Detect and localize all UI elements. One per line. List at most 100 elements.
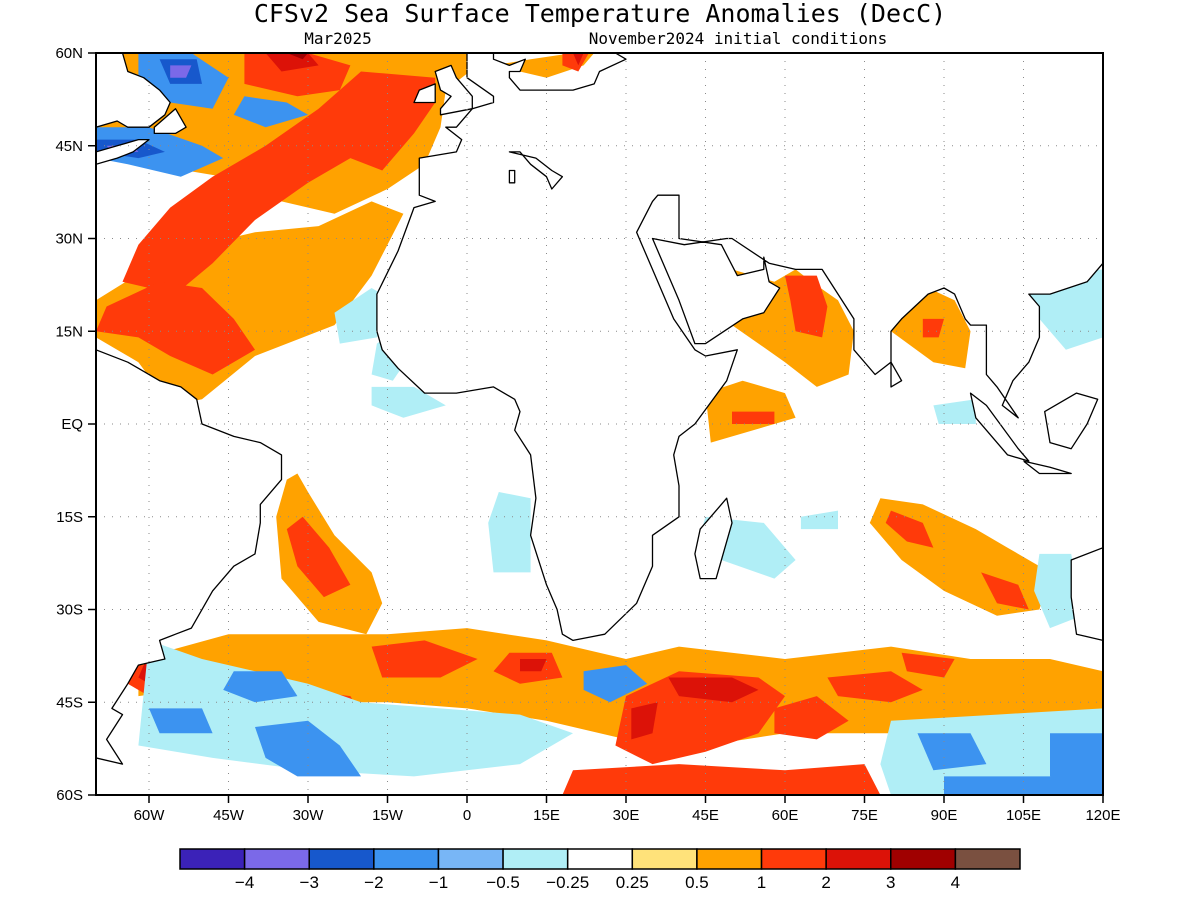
anomaly-region-40: [800, 510, 838, 530]
colorbar-swatch: [825, 848, 892, 870]
anomaly-shading-layer: [96, 53, 1103, 795]
colorbar-swatch: [243, 848, 310, 870]
colorbar-swatch: [631, 848, 698, 870]
colorbar-swatch: [502, 848, 569, 870]
lon-tick-label: 120E: [1085, 807, 1120, 824]
colorbar-label: −2: [364, 873, 383, 892]
map-title: CFSv2 Sea Surface Temperature Anomalies …: [254, 0, 946, 28]
lon-tick-label: 75E: [851, 807, 878, 824]
anomaly-region-57: [562, 764, 881, 795]
colorbar-label: −1: [429, 873, 448, 892]
anomaly-region-44: [371, 640, 478, 678]
colorbar-swatch: [760, 848, 827, 870]
colorbar-swatch: [437, 848, 504, 870]
lon-tick-label: 60W: [134, 807, 166, 824]
coastline-australia: [1070, 547, 1103, 642]
colorbar-label: −0.25: [546, 873, 589, 892]
colorbar-swatch: [954, 848, 1021, 870]
lon-tick-label: 105E: [1006, 807, 1041, 824]
lon-tick-label: 15W: [372, 807, 404, 824]
coastline-java: [1022, 460, 1072, 475]
coastline-borneo: [1044, 392, 1099, 450]
coastline-nova-scotia: [96, 138, 150, 165]
lat-tick-label: 30S: [56, 602, 83, 619]
anomaly-region-61: [149, 708, 213, 734]
lon-tick-label: 60E: [772, 807, 799, 824]
lon-tick-label: 30E: [613, 807, 640, 824]
lon-tick-label: 45W: [213, 807, 245, 824]
coastline-madagascar: [694, 497, 733, 580]
coastline-newfoundland: [153, 108, 187, 135]
anomaly-region-52: [774, 696, 849, 740]
lat-tick-label: 15S: [56, 509, 83, 526]
anomaly-region-63: [880, 708, 1103, 795]
anomaly-region-66: [944, 776, 1103, 795]
anomaly-region-31: [371, 386, 446, 418]
anomaly-region-46: [520, 659, 547, 672]
anomaly-region-5: [265, 53, 319, 72]
valid-month-label: Mar2025: [304, 29, 371, 48]
anomaly-region-16: [573, 53, 584, 66]
coastline-italy: [508, 151, 564, 190]
lat-tick-label: 45N: [55, 138, 83, 155]
anomaly-region-15: [562, 53, 589, 72]
plot-area: 60N 45N 30N 15N EQ 15S 30S 45S 60S 60W 45W 30W 15W 0 1…: [55, 45, 1120, 824]
anomaly-region-50: [668, 677, 759, 703]
land-layer: [96, 53, 1103, 795]
anomaly-region-28: [732, 411, 775, 424]
colorbar-swatch: [373, 848, 440, 870]
colorbar-swatch: [566, 848, 634, 870]
anomaly-region-60: [255, 720, 361, 777]
anomaly-region-6: [286, 53, 308, 60]
anomaly-region-51: [631, 702, 658, 740]
anomaly-region-65: [1050, 733, 1103, 783]
lat-tick-label: 30N: [55, 231, 83, 248]
coastline-sardinia: [508, 169, 516, 184]
coastline-africa-eurasia: [376, 53, 1103, 642]
lat-tick-label: 60S: [56, 787, 83, 804]
anomaly-region-9: [170, 65, 192, 78]
anomaly-region-24: [785, 275, 828, 338]
colorbar-label: 3: [886, 873, 895, 892]
anomaly-region-37: [885, 510, 934, 548]
anomaly-region-53: [827, 671, 923, 703]
lat-tick-label: 15N: [55, 323, 83, 340]
axis-ticks: 60N 45N 30N 15N EQ 15S 30S 45S 60S 60W 45W 30W 15W 0 1…: [55, 45, 1120, 824]
colorbar-swatch: [890, 848, 957, 870]
colorbar-label: −0.5: [486, 873, 520, 892]
anomaly-region-54: [901, 652, 955, 678]
anomaly-region-62: [583, 665, 648, 703]
coastline-sri-lanka: [890, 361, 903, 388]
lon-tick-label: 15E: [533, 807, 560, 824]
colorbar-label: 0.5: [685, 873, 709, 892]
colorbar-swatch: [179, 848, 246, 870]
coastline-america-north: [96, 53, 171, 128]
anomaly-region-4: [244, 53, 351, 97]
colorbar-label: −4: [235, 873, 254, 892]
lon-tick-label: 45E: [692, 807, 719, 824]
anomaly-region-64: [917, 733, 987, 771]
anomaly-region-42: [488, 492, 531, 573]
anomaly-region-59: [223, 671, 298, 703]
lat-tick-label: 60N: [55, 45, 83, 62]
colorbar-swatch: [696, 848, 763, 870]
coastline-ireland: [413, 83, 436, 104]
coastline-america-south: [96, 349, 283, 795]
coastline-uk: [434, 64, 473, 116]
lon-tick-label: 90E: [931, 807, 958, 824]
lat-tick-label: 45S: [56, 694, 83, 711]
anomaly-region-26: [922, 318, 944, 338]
anomaly-region-13: [233, 96, 308, 128]
lat-tick-label: EQ: [61, 416, 83, 433]
initial-conditions-label: November2024 initial conditions: [589, 29, 888, 48]
lon-tick-label: 30W: [293, 807, 325, 824]
colorbar: −4 −3 −2 −1 −0.5 −0.25 0.25 0.5 1 2 3 4: [179, 848, 1021, 892]
colorbar-swatch: [308, 848, 375, 870]
coastline-sumatra: [969, 392, 1030, 462]
colorbar-label: 4: [951, 873, 960, 892]
lon-tick-label: 0: [463, 807, 471, 824]
anomaly-region-3: [96, 281, 255, 375]
anomaly-region-35: [286, 516, 351, 598]
colorbar-label: 1: [757, 873, 766, 892]
